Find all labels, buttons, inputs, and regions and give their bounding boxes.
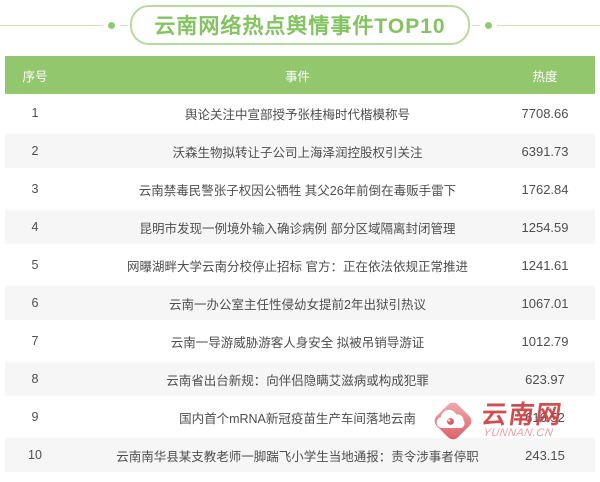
title-right-dash bbox=[471, 24, 480, 26]
rank-cell: 1 bbox=[31, 106, 39, 120]
rank-cell: 5 bbox=[31, 258, 39, 272]
heat-cell: 1254.59 bbox=[521, 219, 569, 235]
table-row: 9 国内首个mRNA新冠疫苗生产车间落地云南 616.52 bbox=[5, 398, 595, 436]
rank-cell: 10 bbox=[28, 448, 42, 462]
rank-cell: 2 bbox=[31, 144, 39, 158]
page-title: 云南网络热点舆情事件TOP10 bbox=[130, 5, 470, 45]
table-row: 6 云南一办公室主任性侵幼女提前2年出狱引热议 1067.01 bbox=[5, 284, 595, 322]
event-cell: 云南一导游威胁游客人身安全 拟被吊销导游证 bbox=[170, 335, 425, 350]
table-row: 8 云南省出台新规：向伴侣隐瞒艾滋病或构成犯罪 623.97 bbox=[5, 360, 595, 398]
event-cell: 网曝湖畔大学云南分校停止招标 官方：正在依法依规正常推进 bbox=[127, 259, 468, 274]
table-row: 7 云南一导游威胁游客人身安全 拟被吊销导游证 1012.79 bbox=[5, 322, 595, 360]
heat-cell: 1762.84 bbox=[521, 181, 569, 197]
event-cell: 云南南华县某支教老师一脚踹飞小学生当地通报：责令涉事者停职 bbox=[116, 449, 479, 464]
table-row: 4 昆明市发现一例境外输入确诊病例 部分区域隔离封闭管理 1254.59 bbox=[5, 208, 595, 246]
rank-cell: 3 bbox=[31, 182, 39, 196]
title-left-dot-icon bbox=[108, 21, 116, 29]
rank-cell: 7 bbox=[31, 334, 39, 348]
table-row: 5 网曝湖畔大学云南分校停止招标 官方：正在依法依规正常推进 1241.61 bbox=[5, 246, 595, 284]
rank-cell: 9 bbox=[31, 410, 39, 424]
title-right-dot-icon bbox=[484, 21, 492, 29]
rank-cell: 4 bbox=[31, 220, 39, 234]
event-cell: 云南一办公室主任性侵幼女提前2年出狱引热议 bbox=[169, 297, 426, 312]
hot-events-table: 序号 事件 热度 1 舆论关注中宣部授予张桂梅时代楷模称号 7708.66 2 … bbox=[5, 56, 595, 474]
event-cell: 云南省出台新规：向伴侣隐瞒艾滋病或构成犯罪 bbox=[166, 373, 429, 388]
heat-cell: 243.15 bbox=[525, 447, 565, 463]
event-cell: 沃森生物拟转让子公司上海泽润控股权引关注 bbox=[172, 145, 423, 160]
heat-cell: 7708.66 bbox=[521, 105, 569, 121]
column-header-heat: 热度 bbox=[532, 69, 558, 84]
page-header: 云南网络热点舆情事件TOP10 bbox=[0, 5, 600, 45]
infographic-page: 云南网络热点舆情事件TOP10 序号 事件 热度 1 舆论关注中宣部授予张桂梅时… bbox=[0, 5, 600, 482]
heat-cell: 1012.79 bbox=[521, 333, 569, 349]
column-header-rank: 序号 bbox=[22, 69, 48, 84]
heat-cell: 1067.01 bbox=[521, 295, 569, 311]
event-cell: 舆论关注中宣部授予张桂梅时代楷模称号 bbox=[184, 107, 410, 122]
rank-cell: 6 bbox=[31, 296, 39, 310]
column-header-event: 事件 bbox=[284, 69, 310, 84]
event-cell: 昆明市发现一例境外输入确诊病例 部分区域隔离封闭管理 bbox=[139, 221, 456, 236]
table-row: 2 沃森生物拟转让子公司上海泽润控股权引关注 6391.73 bbox=[5, 132, 595, 170]
event-cell: 国内首个mRNA新冠疫苗生产车间落地云南 bbox=[179, 411, 416, 426]
heat-cell: 6391.73 bbox=[521, 143, 569, 159]
table-row: 1 舆论关注中宣部授予张桂梅时代楷模称号 7708.66 bbox=[5, 94, 595, 132]
heat-cell: 1241.61 bbox=[521, 257, 569, 273]
table-row: 3 云南禁毒民警张子权因公牺牲 其父26年前倒在毒贩手雷下 1762.84 bbox=[5, 170, 595, 208]
heat-cell: 616.52 bbox=[525, 409, 565, 425]
title-right-line bbox=[496, 24, 600, 26]
title-left-line bbox=[0, 24, 104, 26]
title-left-dash bbox=[120, 24, 129, 26]
event-cell: 云南禁毒民警张子权因公牺牲 其父26年前倒在毒贩手雷下 bbox=[138, 183, 457, 198]
table-body: 1 舆论关注中宣部授予张桂梅时代楷模称号 7708.66 2 沃森生物拟转让子公… bbox=[5, 94, 595, 474]
table-row: 10 云南南华县某支教老师一脚踹飞小学生当地通报：责令涉事者停职 243.15 bbox=[5, 436, 595, 474]
heat-cell: 623.97 bbox=[525, 371, 565, 387]
rank-cell: 8 bbox=[31, 372, 39, 386]
table-header-row: 序号 事件 热度 bbox=[5, 56, 595, 94]
